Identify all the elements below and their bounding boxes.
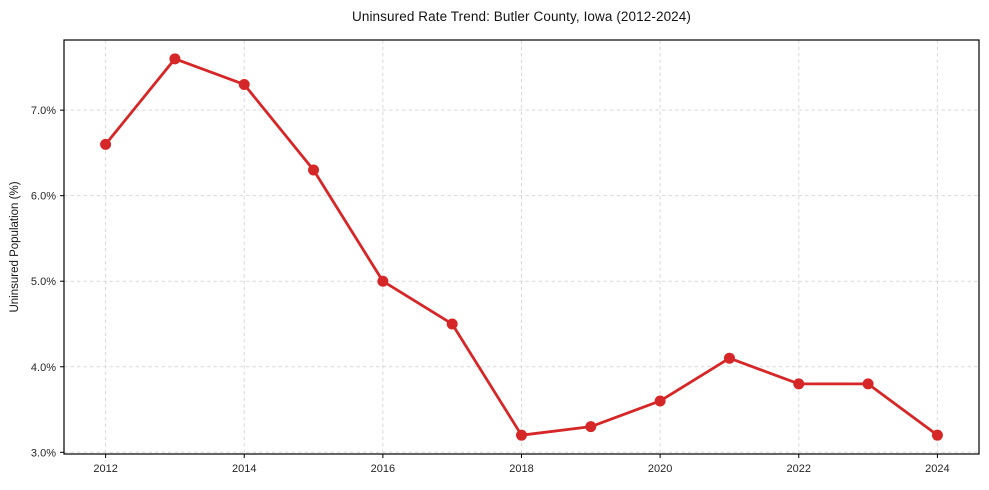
data-point-marker <box>308 164 320 176</box>
data-point-marker <box>793 378 805 390</box>
x-tick-label: 2024 <box>925 463 949 475</box>
x-tick-label: 2020 <box>648 463 672 475</box>
y-tick-label: 7.0% <box>31 105 56 117</box>
data-point-marker <box>654 395 666 407</box>
y-tick-label: 3.0% <box>31 447 56 459</box>
data-point-marker <box>585 421 597 433</box>
x-tick-label: 2016 <box>371 463 395 475</box>
y-axis-label: Uninsured Population (%) <box>9 181 21 313</box>
x-tick-label: 2014 <box>232 463 256 475</box>
data-point-marker <box>377 275 389 287</box>
data-point-marker <box>238 78 250 90</box>
data-point-marker <box>931 429 943 441</box>
data-point-marker <box>862 378 874 390</box>
x-tick-label: 2018 <box>509 463 533 475</box>
data-point-marker <box>100 138 112 150</box>
y-tick-label: 4.0% <box>31 362 56 374</box>
y-tick-label: 6.0% <box>31 191 56 203</box>
plot-border <box>63 39 980 455</box>
data-point-marker <box>723 352 735 364</box>
data-point-marker <box>516 429 527 441</box>
data-point-marker <box>169 53 181 65</box>
x-tick-label: 2022 <box>787 463 811 475</box>
x-tick-label: 2012 <box>93 463 117 475</box>
y-tick-label: 5.0% <box>31 276 56 288</box>
data-point-marker <box>446 318 458 330</box>
chart-title: Uninsured Rate Trend: Butler County, Iow… <box>352 9 691 24</box>
